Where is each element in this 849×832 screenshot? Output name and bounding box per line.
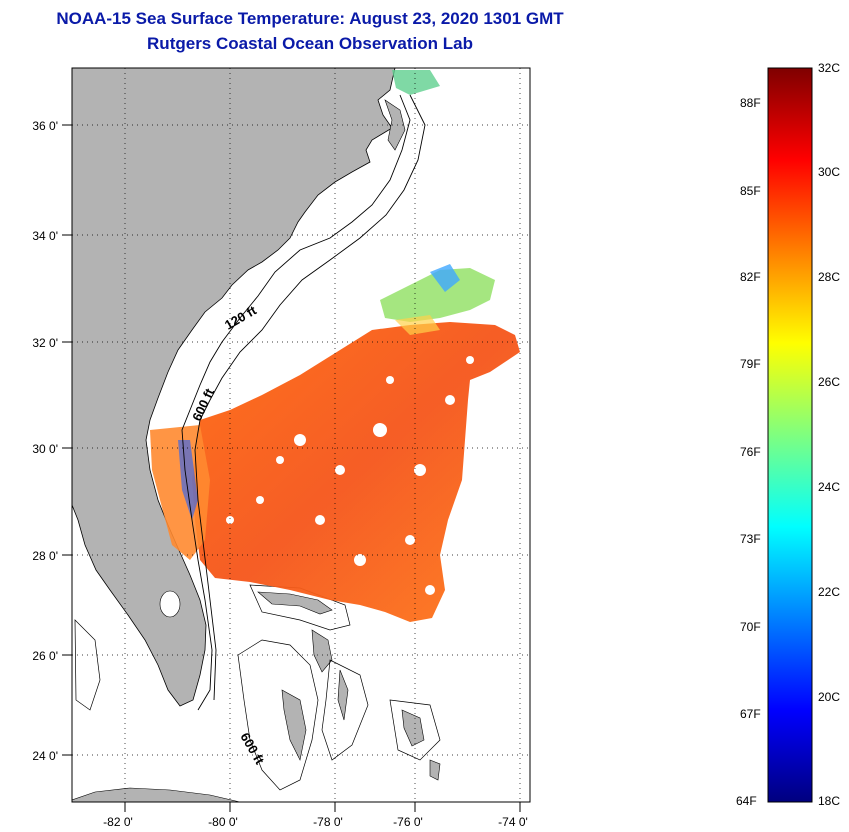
lat-tick-label: 30 0' <box>32 442 58 456</box>
lake-okeechobee <box>159 590 181 618</box>
lon-tick-label: -78 0' <box>313 815 343 829</box>
scale-label-f: 73F <box>740 532 761 546</box>
scale-label-f: 82F <box>740 270 761 284</box>
lon-tick-label: -80 0' <box>208 815 238 829</box>
scale-label-c: 28C <box>818 270 841 284</box>
scale-label-f: 67F <box>740 707 761 721</box>
scale-label-c: 30C <box>818 165 841 179</box>
sst-north-patch <box>392 70 440 95</box>
scale-label-f: 79F <box>740 357 761 371</box>
lat-tick-label: 36 0' <box>32 119 58 133</box>
lat-tick-label: 28 0' <box>32 549 58 563</box>
sst-coastal-strip <box>150 425 210 560</box>
sst-cold-spot <box>430 264 460 292</box>
land-us-southeast <box>72 68 396 707</box>
scale-label-c: 26C <box>818 375 841 389</box>
map-title: NOAA-15 Sea Surface Temperature: August … <box>56 9 564 28</box>
cloud-gaps <box>226 356 474 595</box>
lon-tick-label: -82 0' <box>103 815 133 829</box>
scale-label-c: 22C <box>818 585 841 599</box>
scale-label-c: 32C <box>818 61 841 75</box>
sst-cool-patch <box>380 268 495 322</box>
color-scale-bar <box>767 67 813 803</box>
sst-mid-spot <box>395 315 440 335</box>
lat-tick-label: 32 0' <box>32 336 58 350</box>
land-bahamas <box>257 591 441 781</box>
scale-label-f: 85F <box>740 184 761 198</box>
outer-banks <box>384 99 406 151</box>
axis-ticks <box>62 124 521 812</box>
scale-label-f: 76F <box>740 445 761 459</box>
scale-label-f: 70F <box>740 620 761 634</box>
lat-tick-label: 24 0' <box>32 749 58 763</box>
map-subtitle: Rutgers Coastal Ocean Observation Lab <box>147 34 473 53</box>
sst-cold-streak <box>178 440 198 520</box>
map-frame <box>71 67 531 803</box>
scale-label-c: 20C <box>818 690 841 704</box>
sst-warm-mass <box>192 322 520 622</box>
lat-tick-label: 26 0' <box>32 649 58 663</box>
land-cuba <box>72 787 241 802</box>
scale-label-c: 18C <box>818 794 841 808</box>
lon-tick-label: -74 0' <box>498 815 528 829</box>
scale-label-c: 24C <box>818 480 841 494</box>
lon-tick-label: -76 0' <box>393 815 423 829</box>
scale-label-f: 88F <box>740 96 761 110</box>
scale-label-f: 64F <box>736 794 757 808</box>
lat-tick-label: 34 0' <box>32 229 58 243</box>
